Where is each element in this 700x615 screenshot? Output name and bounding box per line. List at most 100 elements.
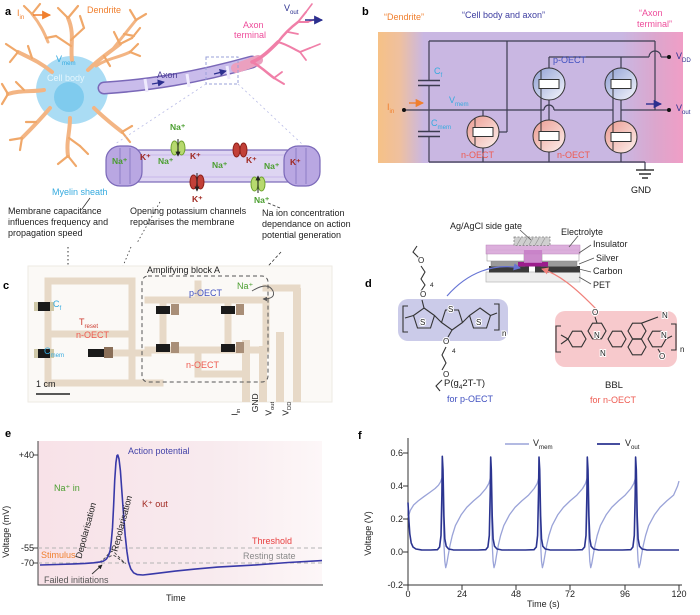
electrolyte-label: Electrolyte bbox=[561, 227, 604, 237]
ion-label: Na⁺ bbox=[254, 195, 270, 205]
ag-agcl-gate bbox=[513, 236, 551, 246]
ion-label: K⁺ bbox=[290, 157, 301, 167]
stimulus-label: Stimulus bbox=[41, 550, 76, 560]
n-oect-symbol bbox=[532, 119, 566, 153]
pet-label: PET bbox=[593, 280, 611, 290]
printed-components bbox=[34, 302, 244, 358]
f-xtick-48: 48 bbox=[510, 589, 521, 599]
data-series bbox=[407, 455, 679, 551]
resting-state-label: Resting state bbox=[243, 551, 296, 561]
pad-vdd-label: VDD bbox=[280, 401, 294, 416]
myelin-pointer bbox=[81, 197, 91, 210]
iin-node-label: Iin bbox=[387, 102, 395, 115]
n-oect-symbol bbox=[604, 120, 638, 154]
amplifying-block-outline bbox=[141, 275, 269, 383]
n-polymer-structure bbox=[555, 311, 677, 367]
n-polymer-name: BBL bbox=[605, 380, 623, 391]
contact-pads bbox=[242, 288, 301, 402]
axon-label: Axon bbox=[157, 70, 178, 80]
device-cross-section bbox=[485, 229, 595, 285]
scale-bar-label: 1 cm bbox=[36, 379, 56, 389]
dendrites bbox=[0, 2, 148, 168]
yticks-e bbox=[33, 454, 38, 564]
f-xlabel: Time (s) bbox=[527, 599, 560, 609]
zoom-leader bbox=[114, 83, 207, 145]
n-oect-photo-label: n-OECT bbox=[186, 360, 220, 370]
atom-label: O bbox=[443, 337, 449, 346]
e-ytick-40: +40 bbox=[18, 450, 34, 460]
annotation3-leader-bottom bbox=[248, 251, 282, 288]
na-photo-label: Na⁺ bbox=[237, 281, 254, 291]
gnd-label: GND bbox=[631, 185, 651, 195]
nucleus-shape bbox=[54, 82, 84, 112]
panel-letter-b: b bbox=[362, 6, 369, 18]
axes-e bbox=[37, 441, 323, 586]
failed-initiations-label: Failed initiations bbox=[44, 575, 109, 585]
p-oect-symbol bbox=[604, 67, 638, 101]
f-ytick-06: 0.6 bbox=[390, 448, 403, 458]
side-gate-label: Ag/AgCl side gate bbox=[450, 221, 523, 231]
f-ytick-04: 0.4 bbox=[390, 481, 403, 491]
myelin-sheath-label: Myelin sheath bbox=[52, 187, 108, 197]
zoom-leader bbox=[237, 83, 303, 145]
n-material-arrow-icon bbox=[541, 267, 599, 312]
atom-label: O bbox=[420, 290, 426, 299]
f-xtick-72: 72 bbox=[564, 589, 575, 599]
na-in-label: Na⁺ in bbox=[54, 483, 80, 493]
p-material-arrow-icon bbox=[446, 263, 521, 297]
k-channel-icon bbox=[189, 173, 205, 192]
zone-dendrite-label: “Dendrite” bbox=[384, 12, 425, 22]
f-ytick-m02: -0.2 bbox=[387, 580, 403, 590]
f-xtick-96: 96 bbox=[619, 589, 630, 599]
gnd-symbol-icon bbox=[636, 169, 654, 179]
data-series bbox=[39, 454, 323, 576]
amplifying-block-label: Amplifying block A bbox=[147, 265, 221, 275]
cf-label: Cf bbox=[434, 66, 443, 79]
treset-type-label: n-OECT bbox=[76, 330, 110, 340]
conduction-arrow-icon bbox=[213, 69, 227, 77]
atom-label: N bbox=[661, 331, 667, 340]
iin-label: Iin bbox=[17, 8, 25, 21]
n-oect-label-2: n-OECT bbox=[557, 150, 591, 160]
atom-label: N bbox=[594, 331, 600, 340]
reset-n-oect-symbol bbox=[466, 115, 500, 149]
n-oect-label-1: n-OECT bbox=[461, 150, 495, 160]
ion-label: K⁺ bbox=[246, 155, 257, 165]
data-series bbox=[98, 550, 127, 564]
failed-initiations-arrow-icon bbox=[91, 564, 103, 575]
axon-zoom-segment bbox=[105, 139, 321, 193]
panel-c-graphic bbox=[27, 265, 333, 403]
axon-terminal-label2: terminal bbox=[234, 30, 267, 40]
e-xlabel: Time bbox=[166, 593, 186, 603]
atom-label: N bbox=[600, 349, 606, 358]
legend-vout-label: Vout bbox=[625, 438, 640, 451]
threshold-label: Threshold bbox=[252, 536, 293, 546]
axon-shape bbox=[97, 55, 263, 95]
panel-letter-d: d bbox=[365, 278, 372, 290]
f-ytick-02: 0.2 bbox=[390, 514, 403, 524]
insulator-label: Insulator bbox=[593, 239, 628, 249]
panel-e-graphic bbox=[33, 441, 323, 586]
vout-node-label: Vout bbox=[676, 103, 691, 116]
na-channel-icon bbox=[170, 139, 186, 157]
pad-vout-label: Vout bbox=[263, 401, 277, 416]
p-polymer-structure bbox=[398, 245, 508, 392]
data-series bbox=[407, 477, 680, 569]
ion-label: K⁺ bbox=[140, 152, 151, 162]
atom-label: N bbox=[662, 311, 668, 320]
ion-label: Na⁺ bbox=[212, 160, 228, 170]
atom-label: O bbox=[443, 370, 449, 379]
annotation-na-concentration: Na ion concentration dependance on actio… bbox=[262, 208, 351, 240]
dendrite-label: Dendrite bbox=[87, 5, 122, 15]
axon-terminal-label: Axon bbox=[243, 20, 264, 30]
annotation3-leader-top bbox=[267, 202, 281, 209]
atom-label: O bbox=[592, 308, 598, 317]
treset-label: Treset bbox=[79, 317, 99, 330]
ion-label: K⁺ bbox=[190, 151, 201, 161]
na-channel-icon bbox=[250, 175, 266, 193]
ion-label: Na⁺ bbox=[264, 161, 280, 171]
panel-letter-f: f bbox=[358, 430, 362, 442]
